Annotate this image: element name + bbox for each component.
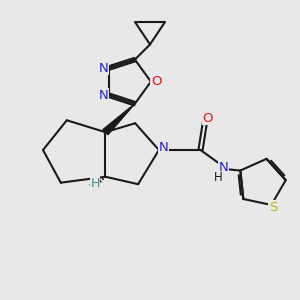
Text: N: N — [99, 61, 109, 74]
Text: S: S — [269, 201, 277, 214]
Text: H: H — [214, 171, 223, 184]
Polygon shape — [103, 104, 135, 135]
Text: H: H — [90, 177, 100, 190]
Text: O: O — [203, 112, 213, 125]
Text: N: N — [219, 161, 229, 174]
Text: N: N — [158, 140, 168, 154]
Text: N: N — [99, 89, 109, 102]
Text: O: O — [151, 75, 161, 88]
